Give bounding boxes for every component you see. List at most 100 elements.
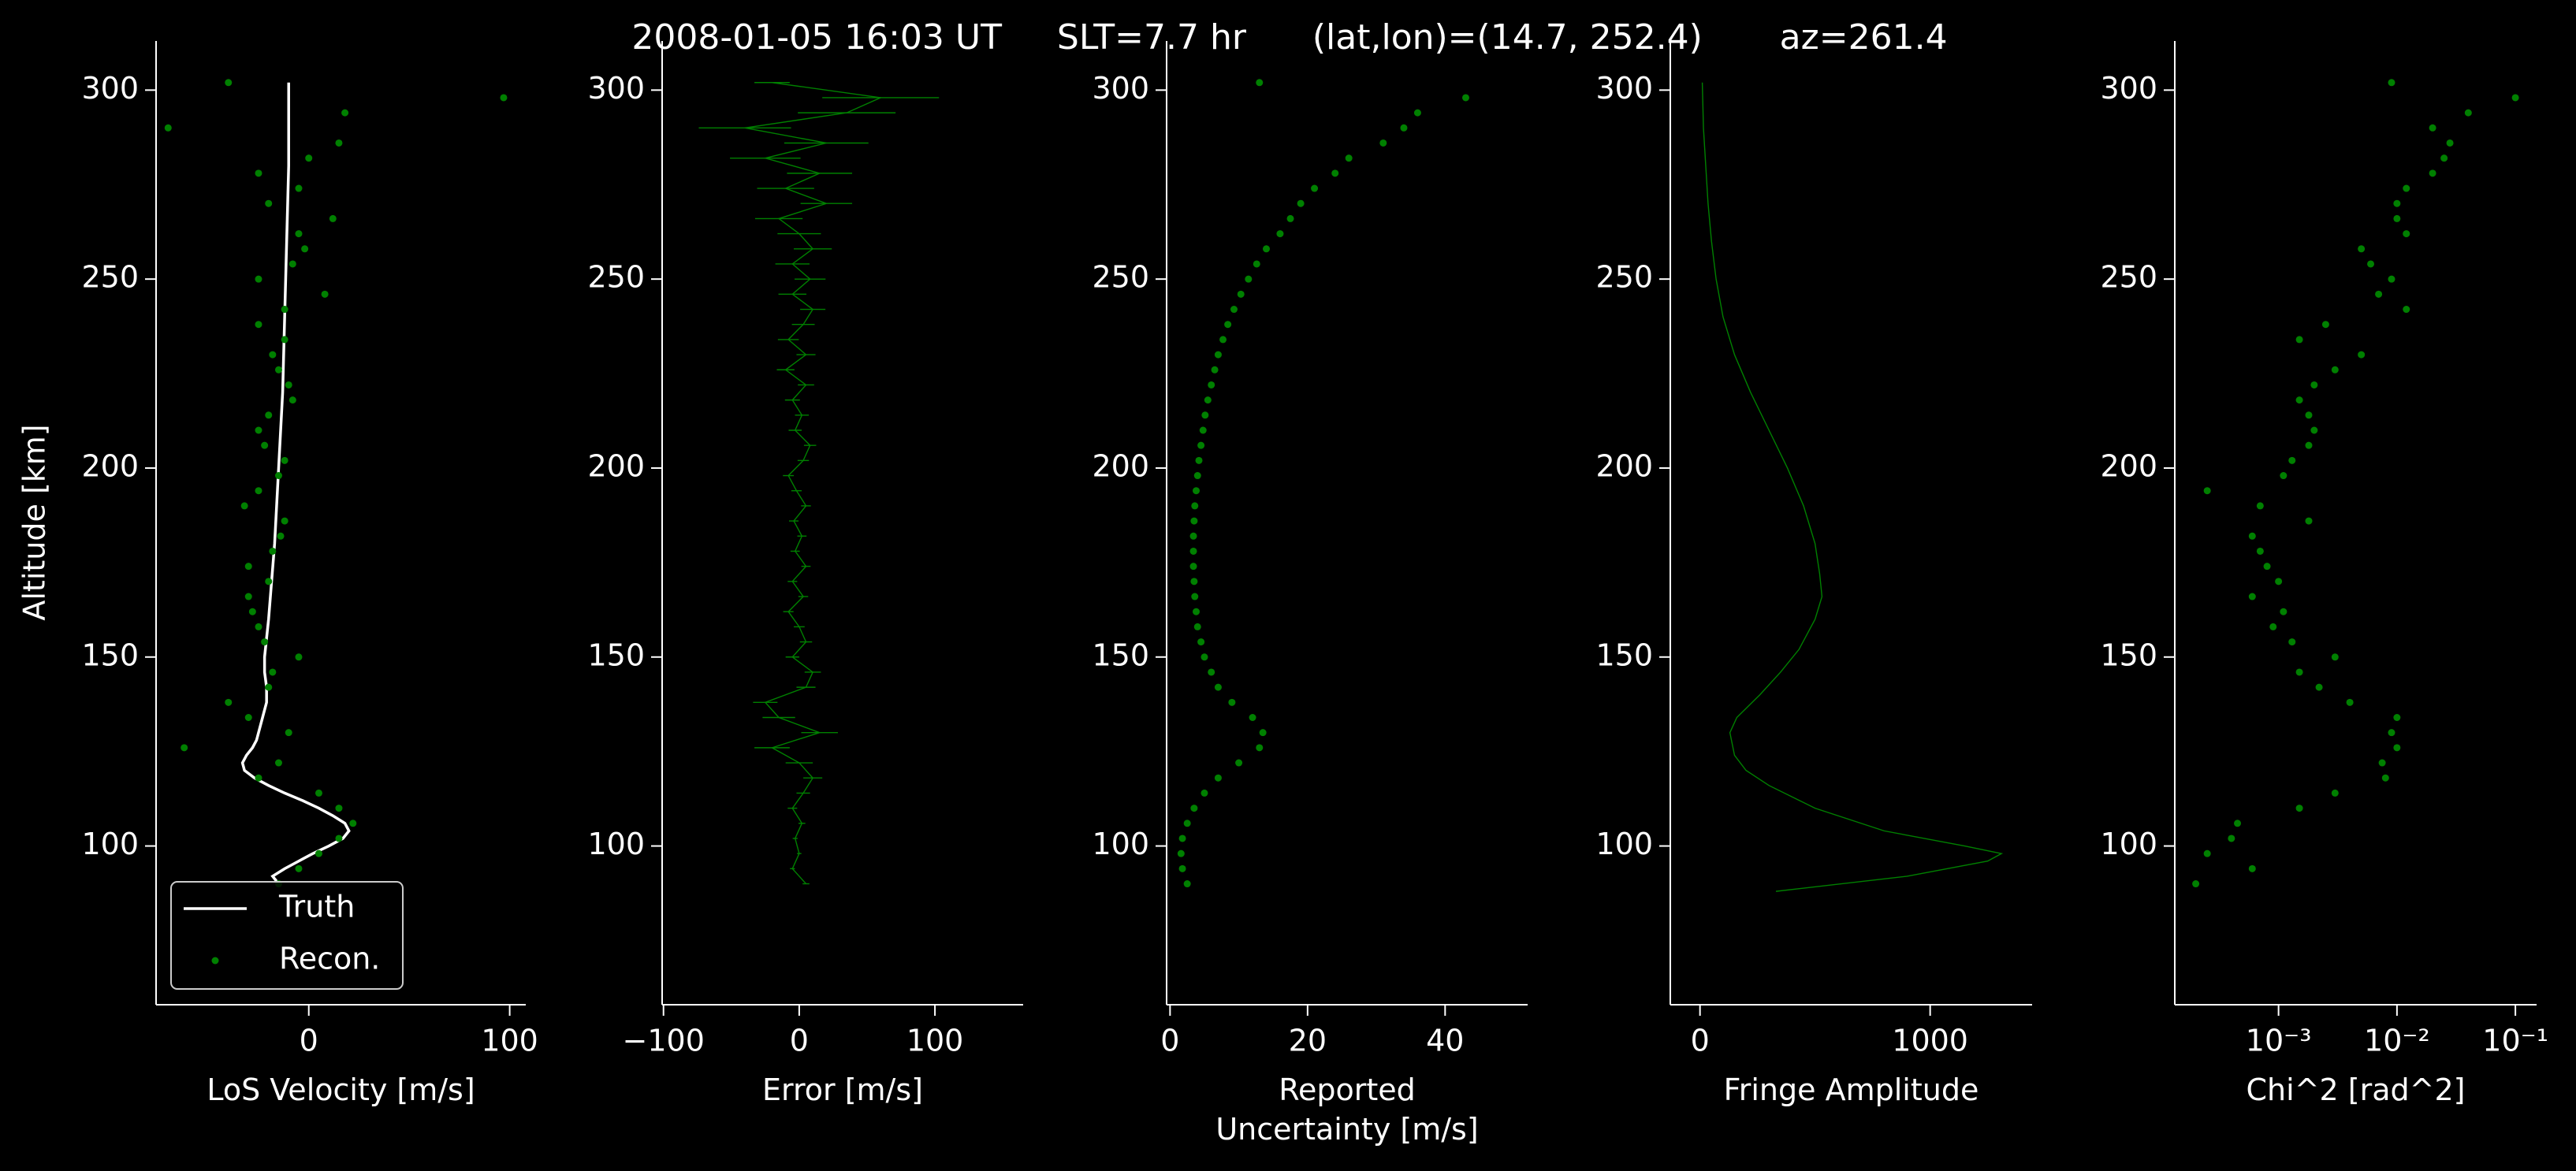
data-point bbox=[255, 774, 262, 782]
data-point bbox=[2388, 275, 2395, 283]
data-point bbox=[2203, 487, 2211, 495]
data-point bbox=[1237, 290, 1245, 298]
data-point bbox=[274, 472, 282, 480]
data-point bbox=[341, 109, 349, 117]
data-point bbox=[2280, 472, 2288, 480]
data-point bbox=[1191, 502, 1199, 510]
y-tick-label: 100 bbox=[1092, 827, 1149, 861]
data-point bbox=[1214, 683, 1222, 691]
data-point bbox=[2192, 880, 2200, 888]
data-point bbox=[1190, 805, 1198, 812]
y-tick-label: 300 bbox=[1595, 71, 1653, 106]
data-point bbox=[2381, 774, 2389, 782]
y-tick-label: 100 bbox=[81, 827, 139, 861]
data-point bbox=[2446, 139, 2454, 147]
data-point bbox=[1211, 366, 1219, 374]
data-point bbox=[2256, 502, 2264, 510]
data-point bbox=[1208, 381, 1215, 388]
data-point bbox=[2263, 563, 2271, 571]
legend-label: Recon. bbox=[279, 942, 380, 976]
data-point bbox=[1461, 94, 1469, 102]
data-point bbox=[1183, 820, 1191, 827]
data-point bbox=[2248, 593, 2256, 600]
data-point bbox=[288, 260, 296, 268]
y-tick-label: 250 bbox=[2100, 260, 2157, 295]
x-tick-label: 20 bbox=[1289, 1024, 1327, 1058]
data-point bbox=[2367, 260, 2375, 268]
data-point bbox=[301, 245, 309, 253]
data-point bbox=[1413, 109, 1421, 117]
y-tick-label: 250 bbox=[587, 260, 645, 295]
data-point bbox=[274, 759, 282, 767]
data-point bbox=[1189, 532, 1197, 540]
data-point bbox=[1311, 184, 1319, 192]
data-point bbox=[1208, 668, 1215, 676]
data-point bbox=[2358, 245, 2366, 253]
data-point bbox=[1331, 169, 1339, 177]
data-point bbox=[1249, 713, 1256, 721]
y-tick-label: 100 bbox=[587, 827, 645, 861]
y-tick-label: 300 bbox=[1092, 71, 1149, 106]
y-tick-label: 100 bbox=[2100, 827, 2157, 861]
y-tick-label: 150 bbox=[587, 638, 645, 672]
data-point bbox=[255, 426, 262, 434]
x-axis-label: LoS Velocity [m/s] bbox=[207, 1072, 475, 1107]
data-point bbox=[281, 517, 288, 525]
data-point bbox=[335, 139, 343, 147]
data-point bbox=[2393, 744, 2401, 752]
data-point bbox=[1201, 411, 1209, 419]
data-point bbox=[2440, 154, 2448, 162]
x-tick-label: −100 bbox=[623, 1024, 705, 1058]
data-point bbox=[265, 578, 273, 586]
data-point bbox=[265, 683, 273, 691]
data-point bbox=[1256, 744, 1264, 752]
data-point bbox=[2305, 441, 2313, 449]
data-point bbox=[265, 411, 273, 419]
data-point bbox=[255, 169, 262, 177]
data-point bbox=[1276, 230, 1284, 238]
y-axis-label: Altitude [km] bbox=[17, 424, 52, 620]
data-point bbox=[335, 805, 343, 812]
data-point bbox=[269, 351, 277, 359]
data-point bbox=[248, 608, 256, 615]
data-point bbox=[1195, 456, 1203, 464]
data-point bbox=[1190, 578, 1198, 586]
data-point bbox=[281, 456, 288, 464]
data-point bbox=[315, 849, 322, 857]
data-point bbox=[181, 744, 188, 752]
data-point bbox=[244, 713, 252, 721]
data-point bbox=[1228, 698, 1236, 706]
data-point bbox=[2378, 759, 2386, 767]
data-point bbox=[295, 184, 303, 192]
data-point bbox=[285, 729, 292, 737]
data-point bbox=[1286, 214, 1294, 222]
data-point bbox=[305, 154, 313, 162]
data-point bbox=[255, 275, 262, 283]
data-point bbox=[265, 199, 273, 207]
data-point bbox=[281, 336, 288, 344]
data-point bbox=[285, 381, 292, 388]
data-point bbox=[261, 638, 269, 646]
data-point bbox=[2388, 729, 2395, 737]
x-tick-label: 0 bbox=[300, 1024, 318, 1058]
chart-title: 2008-01-05 16:03 UT SLT=7.7 hr (lat,lon)… bbox=[631, 17, 1947, 58]
data-point bbox=[2288, 638, 2296, 646]
x-tick-label: 1000 bbox=[1892, 1024, 1968, 1058]
x-tick-label: 40 bbox=[1426, 1024, 1464, 1058]
data-point bbox=[1230, 306, 1238, 314]
data-point bbox=[1191, 593, 1199, 600]
legend-label: Truth bbox=[278, 890, 355, 924]
data-point bbox=[2269, 623, 2277, 630]
data-point bbox=[2429, 124, 2436, 132]
data-point bbox=[1219, 336, 1227, 344]
y-tick-label: 250 bbox=[1595, 260, 1653, 295]
x-tick-label: 0 bbox=[1160, 1024, 1179, 1058]
data-point bbox=[164, 124, 172, 132]
data-point bbox=[274, 366, 282, 374]
y-tick-label: 200 bbox=[587, 448, 645, 483]
data-point bbox=[1193, 623, 1201, 630]
data-point bbox=[2393, 214, 2401, 222]
data-point bbox=[2310, 426, 2318, 434]
data-point bbox=[255, 487, 262, 495]
legend-marker bbox=[211, 957, 219, 965]
